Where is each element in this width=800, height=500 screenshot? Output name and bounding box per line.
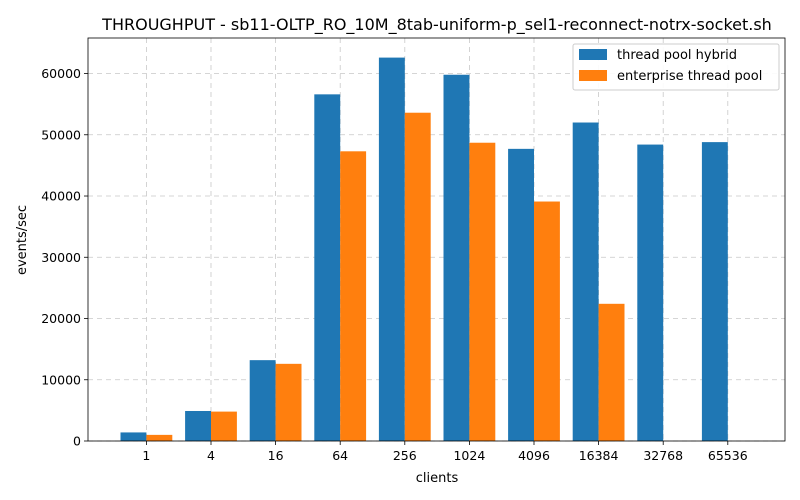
bar-enterprise-thread-pool-1 [146, 434, 173, 441]
y-axis-label: events/sec [15, 205, 30, 275]
bar-enterprise-thread-pool-256 [404, 112, 431, 441]
bar-thread-pool-hybrid-1 [120, 432, 147, 441]
bar-thread-pool-hybrid-32768 [637, 144, 664, 441]
grid-lines [88, 38, 785, 442]
x-tick-label: 16 [268, 448, 284, 463]
x-axis: 1 4 16 64 256 1024 4096 16384 32768 65536 [142, 441, 748, 463]
bar-thread-pool-hybrid-16384 [572, 122, 599, 441]
legend-label: enterprise thread pool [617, 69, 762, 84]
y-tick-label: 10000 [41, 372, 81, 387]
bar-thread-pool-hybrid-65536 [701, 142, 728, 442]
bar-enterprise-thread-pool-4 [211, 411, 237, 441]
x-tick-label: 64 [332, 448, 348, 463]
x-tick-label: 256 [393, 448, 417, 463]
bar-thread-pool-hybrid-4 [185, 410, 211, 441]
y-tick-label: 40000 [41, 189, 81, 204]
x-axis-label: clients [416, 471, 459, 486]
x-tick-label: 1024 [453, 448, 485, 463]
x-tick-label: 4096 [518, 448, 550, 463]
y-tick-label: 20000 [41, 311, 81, 326]
bar-thread-pool-hybrid-256 [378, 57, 405, 441]
plot-frame [87, 37, 786, 442]
chart-title: THROUGHPUT - sb11-OLTP_RO_10M_8tab-unifo… [101, 15, 772, 35]
bar-thread-pool-hybrid-4096 [508, 148, 534, 441]
bar-thread-pool-hybrid-64 [314, 94, 341, 442]
y-tick-label: 60000 [41, 66, 81, 81]
bars [120, 57, 728, 442]
bar-enterprise-thread-pool-16 [275, 363, 302, 441]
x-tick-label: 32768 [643, 448, 683, 463]
x-tick-label: 16384 [579, 448, 619, 463]
legend-swatch [579, 70, 607, 81]
bar-enterprise-thread-pool-64 [340, 151, 367, 441]
bar-enterprise-thread-pool-1024 [469, 142, 496, 441]
legend-box [572, 43, 780, 91]
bar-thread-pool-hybrid-16 [249, 360, 276, 441]
x-tick-label: 1 [142, 448, 150, 463]
y-axis: 0 10000 20000 30000 40000 50000 60000 [41, 66, 88, 449]
legend: thread pool hybrid enterprise thread pool [572, 43, 780, 91]
y-tick-label: 0 [73, 434, 81, 449]
legend-swatch [579, 49, 607, 60]
y-tick-label: 50000 [41, 127, 81, 142]
x-tick-label: 4 [207, 448, 215, 463]
y-tick-label: 30000 [41, 250, 81, 265]
x-tick-label: 65536 [708, 448, 748, 463]
bar-enterprise-thread-pool-16384 [598, 303, 625, 441]
bar-thread-pool-hybrid-1024 [443, 74, 470, 442]
legend-label: thread pool hybrid [617, 48, 737, 63]
bar-enterprise-thread-pool-4096 [534, 201, 560, 441]
